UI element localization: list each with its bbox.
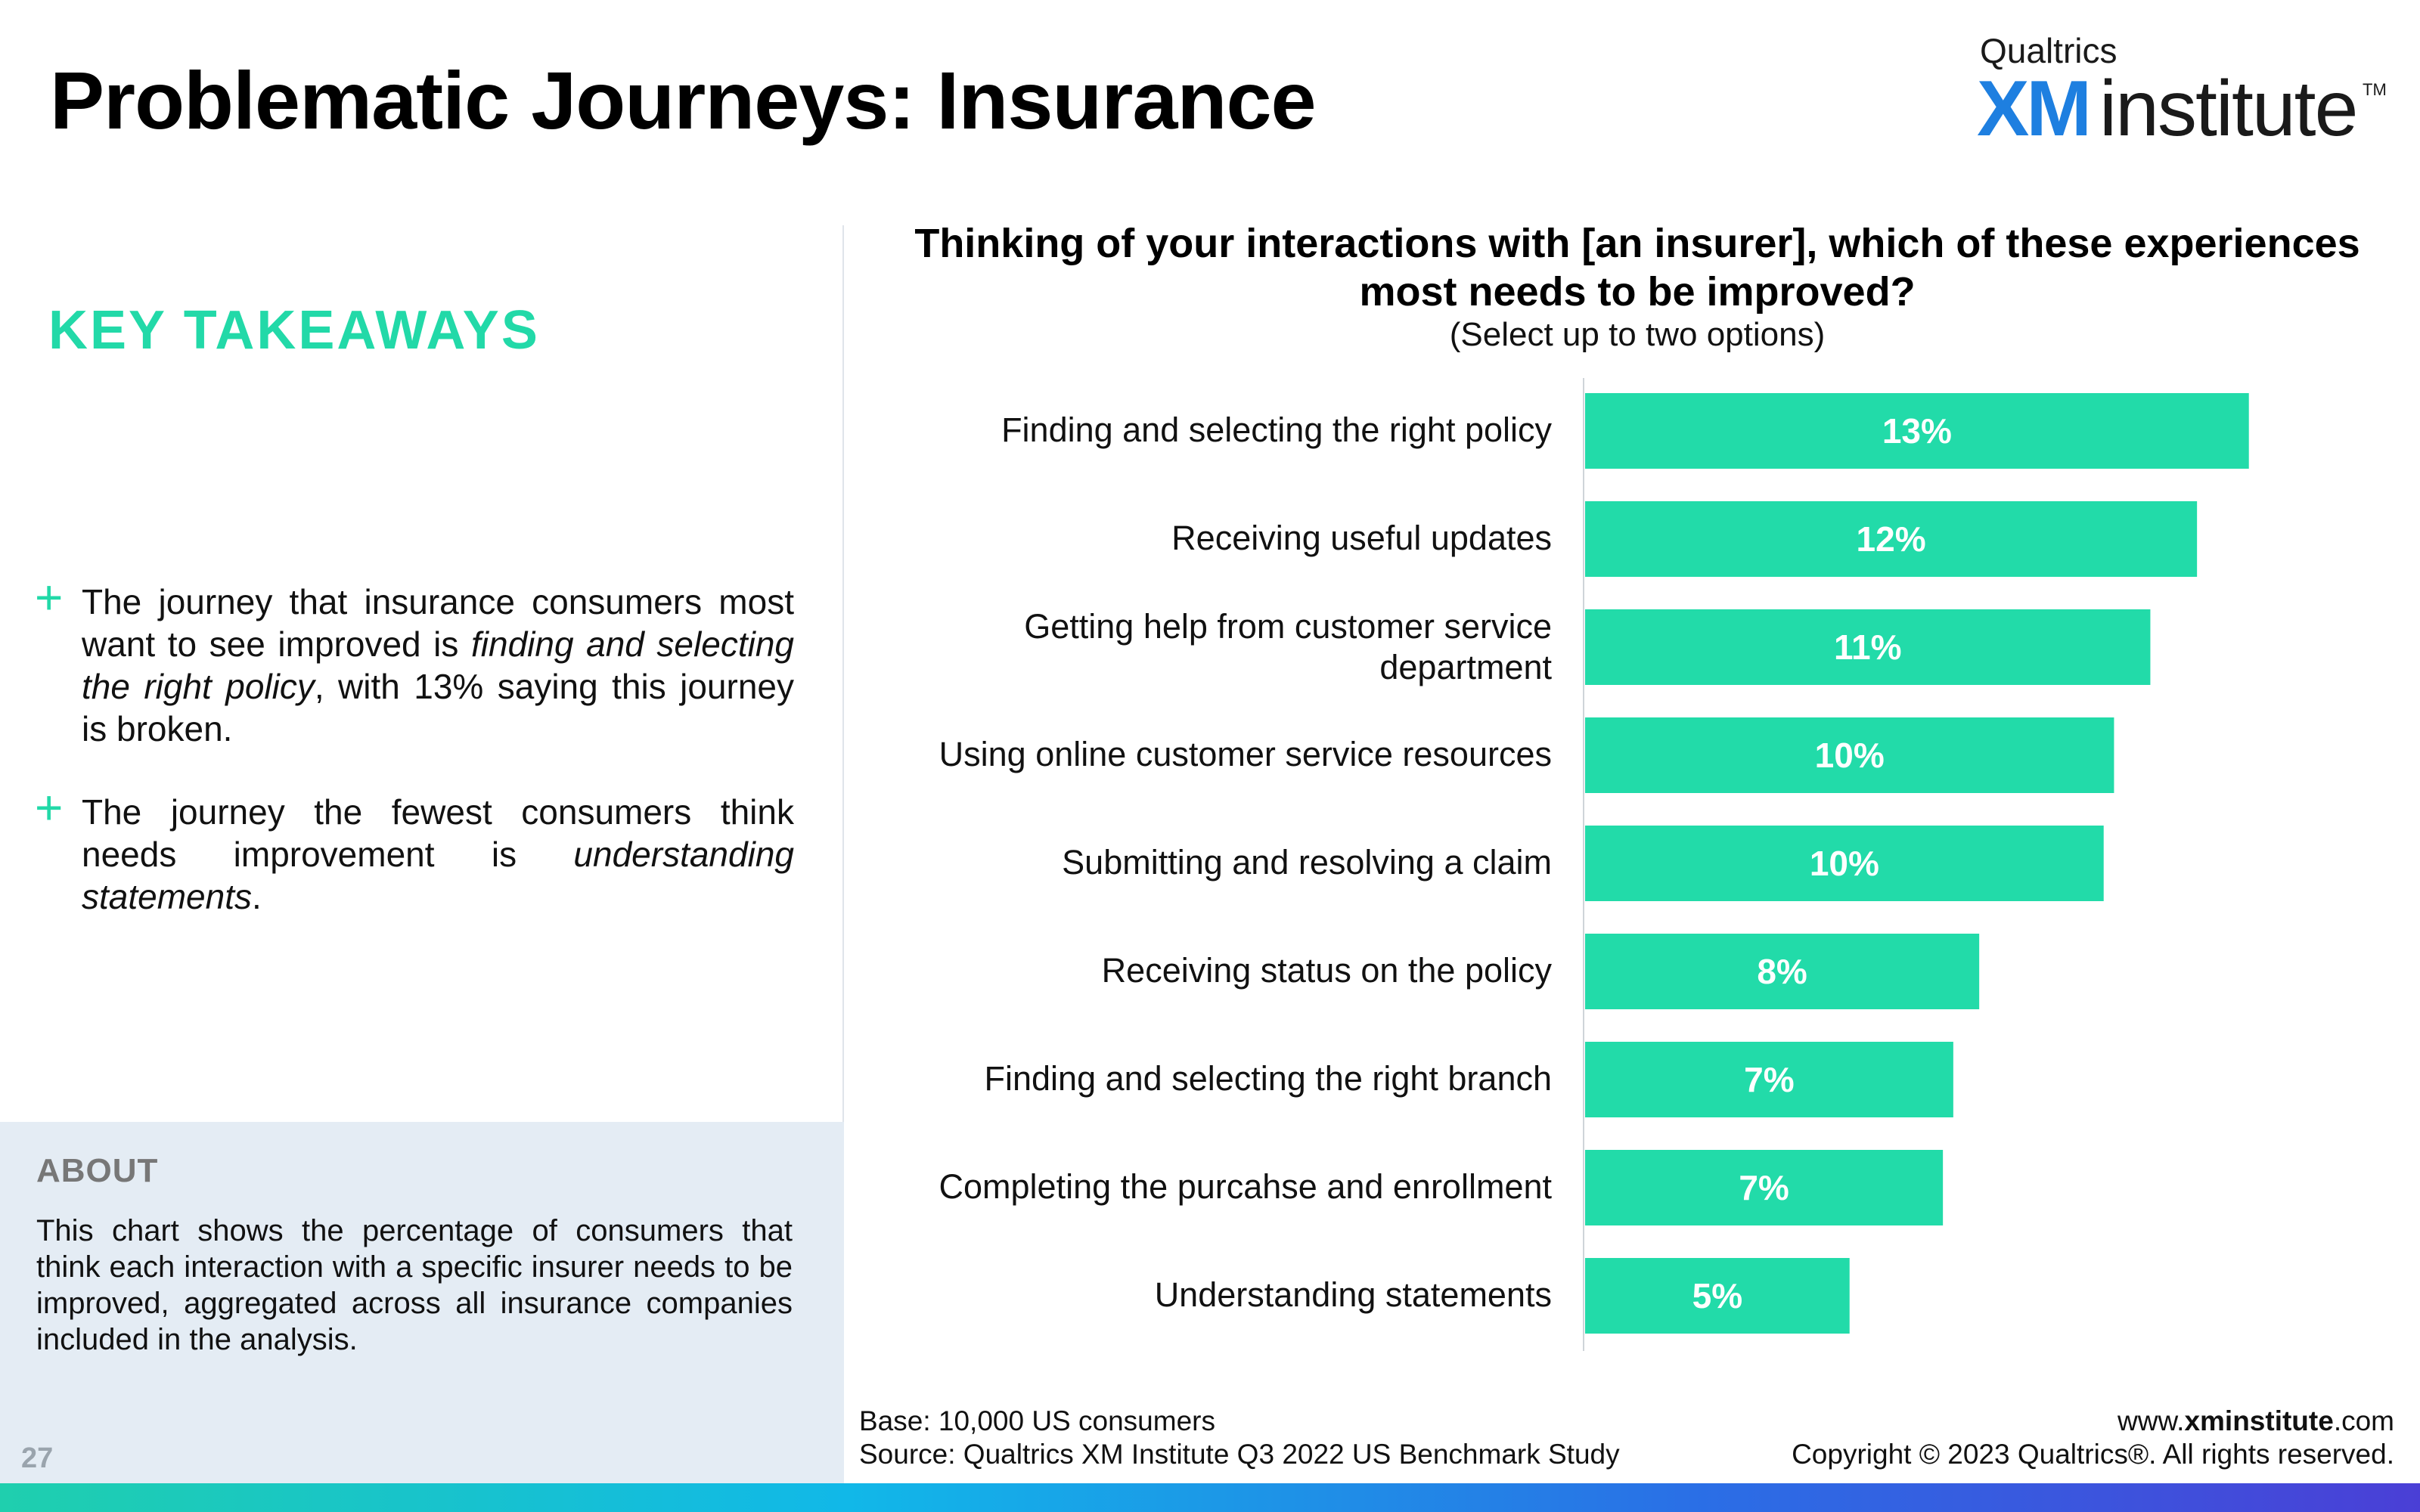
bar-8 [1585, 1258, 1850, 1334]
bar-0 [1585, 393, 2249, 469]
category-label-4: Submitting and resolving a claim [1062, 843, 1552, 881]
logo-institute-text: institute [2099, 65, 2358, 153]
key-takeaways-heading: KEY TAKEAWAYS [48, 300, 540, 361]
category-label-1: Receiving useful updates [1171, 519, 1552, 557]
chart-subtitle: (Select up to two options) [1449, 316, 1826, 353]
about-panel [0, 1122, 844, 1485]
data-label-2: 11% [1834, 627, 1902, 667]
logo-xm-text: XM [1977, 65, 2092, 153]
column-divider [842, 225, 844, 1122]
data-label-7: 7% [1739, 1168, 1789, 1207]
footer-url[interactable]: www.xminstitute.com [2118, 1405, 2394, 1436]
data-label-6: 7% [1744, 1060, 1794, 1099]
page-title: Problematic Journeys: Insurance [50, 54, 1317, 146]
bottom-gradient-bar [0, 1483, 2420, 1512]
bar-5 [1585, 934, 1980, 1009]
plus-icon: + [35, 780, 64, 835]
bar-3 [1585, 717, 2114, 793]
footer-copyright-line: Copyright © 2023 Qualtrics®. All rights … [1792, 1439, 2394, 1470]
logo-brand-text: Qualtrics [1980, 31, 2118, 70]
footer-source-line: Source: Qualtrics XM Institute Q3 2022 U… [859, 1439, 1620, 1470]
bar-6 [1585, 1042, 1953, 1117]
category-label-3: Using online customer service resources [939, 735, 1552, 773]
category-label-5: Receiving status on the policy [1102, 951, 1553, 990]
takeaway-bullet-2: + The journey the fewest consumers think… [35, 783, 794, 918]
footer-copyright: www.xminstitute.com Copyright © 2023 Qua… [1792, 1405, 2394, 1471]
data-label-4: 10% [1810, 844, 1879, 883]
logo-tm-text: TM [2363, 80, 2387, 99]
chart-title: Thinking of your interactions with [an i… [914, 221, 2360, 314]
takeaway-bullet-1: + The journey that insurance consumers m… [35, 573, 794, 750]
page-number: 27 [21, 1442, 54, 1474]
bar-7 [1585, 1150, 1944, 1225]
xm-institute-logo: Qualtrics XM institute TM [1977, 30, 2387, 148]
footer-source: Base: 10,000 US consumers Source: Qualtr… [859, 1405, 1620, 1471]
category-label-8: Understanding statements [1155, 1275, 1552, 1314]
footer-base-line: Base: 10,000 US consumers [859, 1405, 1215, 1436]
category-label-2: Getting help from customer service depart… [1024, 607, 1552, 686]
data-label-0: 13% [1882, 411, 1952, 451]
category-label-0: Finding and selecting the right policy [1001, 411, 1552, 449]
bar-4 [1585, 826, 2104, 901]
data-label-1: 12% [1857, 519, 1926, 559]
plus-icon: + [35, 570, 64, 624]
about-heading: ABOUT [36, 1152, 159, 1189]
data-label-3: 10% [1815, 736, 1885, 775]
about-text: This chart shows the percentage of consu… [36, 1214, 793, 1356]
data-label-8: 5% [1692, 1276, 1742, 1315]
category-label-6: Finding and selecting the right branch [985, 1059, 1552, 1098]
bar-chart: 13% Finding and selecting the right polic… [939, 378, 2249, 1351]
takeaway-text-1: The journey that insurance consumers mos… [82, 582, 794, 748]
category-label-7: Completing the purcahse and enrollment [939, 1167, 1553, 1206]
bar-2 [1585, 609, 2151, 685]
takeaway-text-2: The journey the fewest consumers think n… [82, 792, 794, 916]
data-label-5: 8% [1757, 952, 1807, 991]
bar-1 [1585, 501, 2198, 577]
